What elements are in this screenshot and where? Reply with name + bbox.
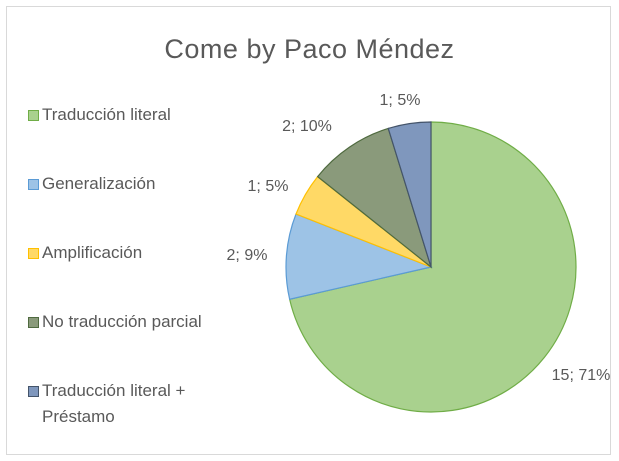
pie-data-labels: 15; 71% 2; 9% 1; 5% 2; 10% 1; 5%: [227, 92, 611, 384]
pie-slice-1: [285, 213, 434, 300]
legend-item-amplificacion: Amplificación: [28, 240, 142, 266]
legend-label-traduccion-literal: Traducción literal: [42, 105, 171, 124]
legend-item-traduccion-literal: Traducción literal: [28, 102, 171, 128]
pie-slices: [285, 121, 577, 413]
pie-slice-0: [288, 121, 577, 413]
legend-label-traduccion-literal-prestamo: Traducción literal + Préstamo: [42, 381, 186, 426]
data-label-2: 1; 5%: [248, 178, 289, 195]
legend-item-generalizacion: Generalización: [28, 171, 155, 197]
legend-swatch-traduccion-literal: [28, 110, 39, 121]
legend-item-no-traduccion-parcial: No traducción parcial: [28, 309, 202, 335]
legend-label-no-traduccion-parcial: No traducción parcial: [42, 312, 202, 331]
data-label-4: 1; 5%: [380, 92, 421, 109]
pie-slice-3: [316, 127, 433, 269]
data-label-3: 2; 10%: [282, 118, 332, 135]
legend-swatch-no-traduccion-parcial: [28, 317, 39, 328]
chart-title: Come by Paco Méndez: [164, 34, 455, 64]
legend-label-amplificacion: Amplificación: [42, 243, 143, 262]
data-label-0: 15; 71%: [552, 367, 611, 384]
data-label-1: 2; 9%: [227, 247, 268, 264]
pie-slice-4: [387, 121, 432, 268]
legend-swatch-generalizacion: [28, 179, 39, 190]
legend-item-traduccion-literal-prestamo: Traducción literal + Préstamo: [28, 378, 227, 430]
legend-swatch-amplificacion: [28, 248, 39, 259]
legend-swatch-traduccion-literal-prestamo: [28, 386, 39, 397]
legend-label-generalizacion: Generalización: [42, 174, 156, 193]
